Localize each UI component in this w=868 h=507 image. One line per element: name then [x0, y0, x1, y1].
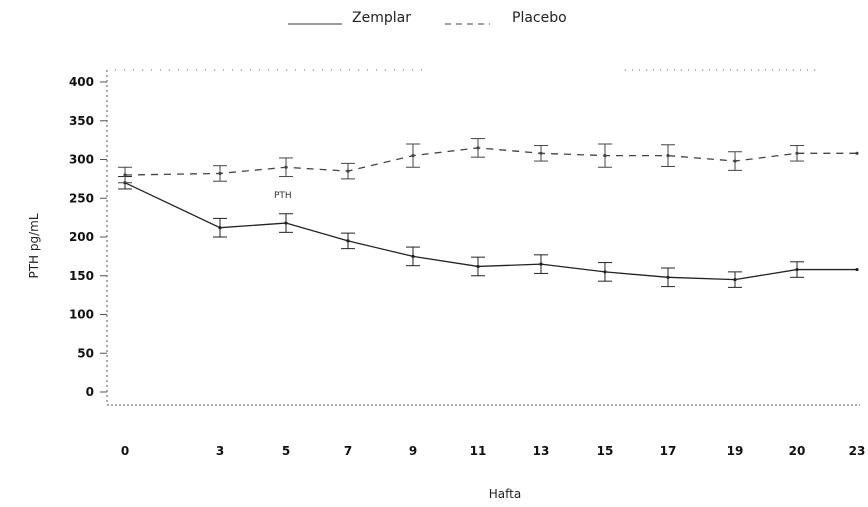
data-point	[476, 264, 480, 269]
data-point	[855, 267, 859, 272]
x-axis-title: Hafta	[489, 487, 521, 501]
data-point	[539, 262, 543, 266]
data-point	[346, 239, 350, 243]
data-point	[855, 151, 859, 155]
y-tick-label: 350	[69, 114, 94, 128]
data-point	[284, 165, 288, 169]
x-tick-label: 15	[597, 444, 614, 458]
data-point	[795, 267, 799, 272]
data-point	[218, 226, 222, 230]
data-point	[603, 154, 607, 158]
y-tick-label: 100	[69, 308, 94, 322]
y-tick-label: 50	[77, 346, 94, 360]
data-point	[666, 154, 670, 158]
x-tick-label: 7	[344, 444, 352, 458]
x-axis-ticks: 0 3 5 7 9 11 13 15 17 19 20 23	[121, 444, 866, 458]
data-point	[603, 270, 607, 274]
x-tick-label: 5	[282, 444, 290, 458]
data-point	[666, 275, 670, 279]
x-tick-label: 9	[409, 444, 417, 458]
y-tick-label: 400	[69, 75, 94, 89]
series-line-zemplar	[124, 182, 857, 281]
x-tick-label: 23	[849, 444, 866, 458]
x-tick-label: 0	[121, 444, 129, 458]
series-line-placebo	[124, 147, 857, 176]
data-point	[284, 221, 288, 225]
legend-label-placebo: Placebo	[512, 10, 567, 26]
y-axis-ticks: 0 50 100 150 200 250 300 350 400	[69, 75, 107, 399]
data-point	[733, 278, 737, 282]
data-point	[218, 171, 222, 176]
y-tick-label: 0	[86, 385, 94, 399]
series-layer	[118, 138, 859, 288]
data-point	[346, 169, 350, 173]
y-tick-label: 300	[69, 153, 94, 167]
y-tick-label: 150	[69, 269, 94, 283]
x-tick-label: 11	[470, 444, 487, 458]
x-tick-label: 20	[789, 444, 806, 458]
data-point	[733, 159, 737, 163]
legend: Zemplar Placebo	[288, 10, 567, 26]
annotation-label: PTH	[274, 191, 292, 201]
y-tick-label: 200	[69, 230, 94, 244]
data-point	[476, 146, 480, 150]
series-placebo	[118, 138, 859, 184]
x-tick-label: 17	[660, 444, 677, 458]
x-tick-label: 3	[216, 444, 224, 458]
x-tick-label: 19	[727, 444, 744, 458]
legend-label-zemplar: Zemplar	[352, 10, 411, 26]
data-point	[123, 173, 127, 177]
plot-frame	[106, 69, 860, 406]
x-tick-label: 13	[533, 444, 550, 458]
y-tick-label: 250	[69, 191, 94, 205]
data-point	[411, 154, 415, 158]
data-point	[795, 151, 799, 155]
series-zemplar	[118, 176, 859, 288]
y-axis-title: PTH pg/mL	[27, 213, 41, 278]
data-point	[411, 254, 415, 258]
data-point	[539, 151, 543, 155]
